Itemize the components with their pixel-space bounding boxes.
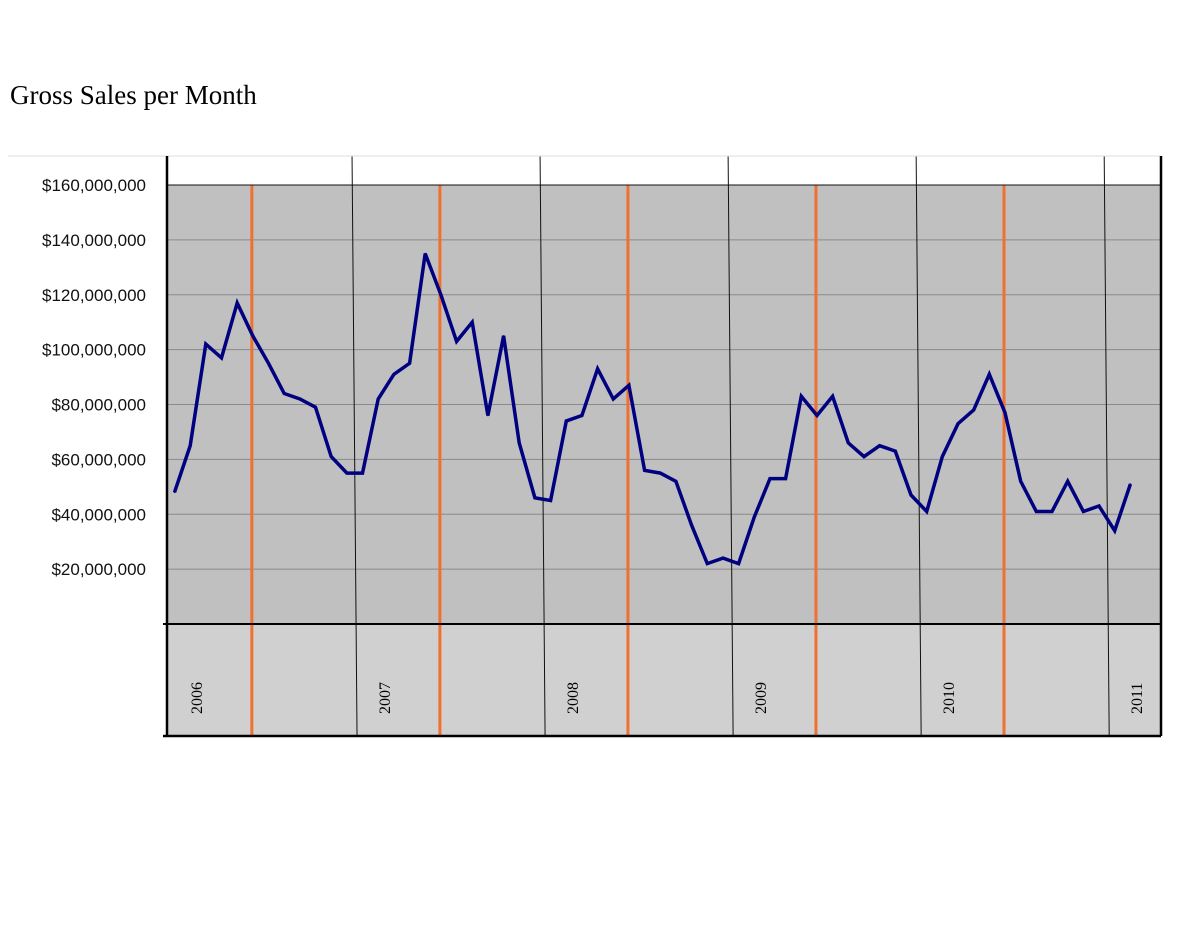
data-point [612,398,615,400]
year-label: 2007 [377,682,394,714]
data-point [330,455,333,458]
data-point [1082,510,1085,513]
y-tick-label: $160,000,000 [42,176,146,195]
year-divider [727,155,734,737]
data-point [487,414,489,417]
y-tick-label: $60,000,000 [51,450,146,469]
year-axis-band [167,624,1161,736]
data-point [690,524,693,526]
sales-line [172,252,1133,566]
data-point [267,362,270,365]
data-point [941,455,944,458]
y-tick-label: $20,000,000 [51,560,146,579]
year-label: 2008 [565,682,582,714]
data-point [722,557,724,559]
data-point [988,373,991,376]
data-point [173,491,176,494]
data-point [502,335,505,337]
y-tick-label: $140,000,000 [42,231,146,250]
data-point [925,510,928,513]
year-label: 2010 [941,682,958,714]
data-point [675,480,677,483]
data-point [957,422,959,425]
data-point [1004,411,1006,414]
y-tick-label: $80,000,000 [51,396,146,415]
year-divider [539,155,546,737]
data-point [910,494,912,496]
data-point [1098,505,1100,507]
data-point [581,414,583,417]
data-point [706,562,709,565]
year-divider [1103,155,1110,737]
year-divider [915,155,922,737]
data-point [314,406,317,409]
data-point [189,444,191,447]
data-point [863,455,865,458]
data-point [643,469,646,472]
data-point [283,392,286,395]
data-point [1066,480,1069,483]
y-tick-label: $100,000,000 [42,341,146,360]
data-point [408,362,411,365]
data-point [737,562,740,565]
data-point [1051,510,1053,513]
data-point [1035,510,1038,513]
data-point [236,302,238,304]
data-point [424,252,427,255]
data-point [440,294,442,296]
data-point [393,373,395,376]
data-point [1129,483,1132,485]
data-point [972,409,975,411]
y-tick-label: $120,000,000 [42,286,146,305]
data-point [455,340,458,343]
data-point [878,444,881,447]
year-label: 2009 [753,682,770,714]
data-point [565,420,568,422]
data-point [471,321,474,324]
data-point [518,442,520,444]
data-point [831,395,834,398]
data-point [205,343,207,345]
data-point [659,472,662,474]
data-point [596,368,599,370]
data-point [220,357,223,359]
data-point [299,398,301,400]
year-divider [351,155,358,737]
data-point [377,398,380,400]
y-tick-label: $40,000,000 [51,505,146,524]
chart-title: Gross Sales per Month [10,80,257,110]
data-point [549,499,552,502]
data-point [894,450,897,452]
data-point [534,497,536,499]
data-point [753,516,756,518]
data-point [1113,529,1116,532]
data-point [1019,480,1022,483]
data-point [361,472,364,474]
data-point [628,384,630,387]
data-point [816,414,818,417]
data-point [784,477,787,480]
data-point [346,472,348,474]
year-label: 2011 [1129,683,1146,714]
year-label: 2006 [189,682,206,714]
data-point [769,477,771,480]
data-point [847,442,850,444]
data-point [800,395,803,398]
data-point [252,335,254,337]
